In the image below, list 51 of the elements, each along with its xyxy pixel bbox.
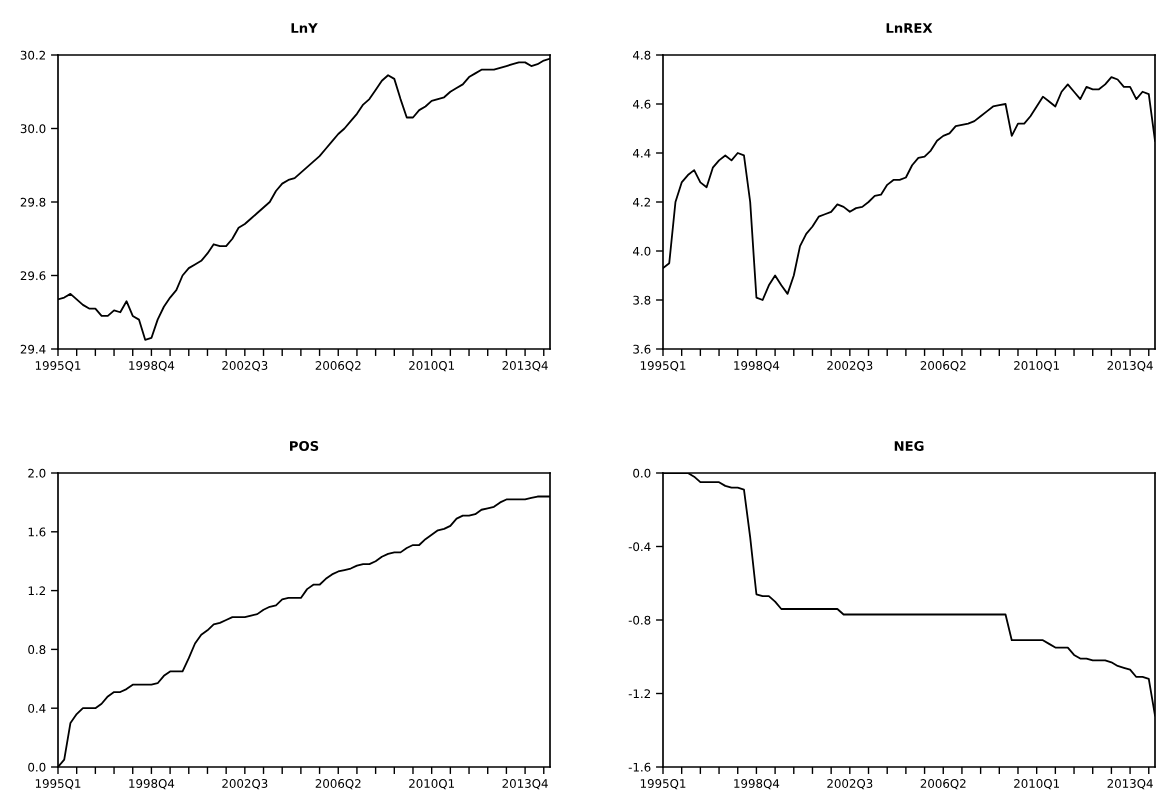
y-tick-label: 1.2 xyxy=(28,586,46,596)
x-tick-label: 2013Q4 xyxy=(1107,361,1153,372)
y-tick-label: 4.4 xyxy=(633,148,651,158)
x-tick-label: 2002Q3 xyxy=(222,779,268,790)
y-tick-label: 3.8 xyxy=(633,295,651,305)
x-tick-label: 2002Q3 xyxy=(827,361,873,372)
x-tick-label: 2010Q1 xyxy=(409,361,454,372)
x-tick-label: 2010Q1 xyxy=(1014,779,1059,790)
x-tick-label: 2002Q3 xyxy=(827,779,873,790)
y-tick-label: 4.0 xyxy=(633,246,651,256)
x-tick-label: 1995Q1 xyxy=(640,779,686,790)
x-tick-label: 1998Q4 xyxy=(734,361,780,372)
x-tick-label: 2013Q4 xyxy=(502,779,548,790)
y-tick-label: 29.8 xyxy=(20,197,46,207)
chart-title: LnY xyxy=(291,23,318,33)
x-tick-label: 1998Q4 xyxy=(734,779,780,790)
y-tick-label: 4.2 xyxy=(633,197,651,207)
y-tick-label: 2.0 xyxy=(28,468,46,478)
y-tick-label: -1.6 xyxy=(628,762,651,772)
chart-title: LnREX xyxy=(886,23,933,33)
y-tick-label: -1.2 xyxy=(628,689,651,698)
x-tick-label: 2002Q3 xyxy=(222,361,268,372)
y-tick-label: 0.4 xyxy=(28,703,46,713)
x-tick-label: 1998Q4 xyxy=(129,779,175,790)
x-tick-label: 2006Q2 xyxy=(920,779,966,790)
y-tick-label: 4.8 xyxy=(633,50,651,60)
y-tick-label: -0.4 xyxy=(628,542,651,552)
y-tick-label: 29.4 xyxy=(20,344,46,354)
y-tick-label: 30.2 xyxy=(20,50,46,60)
x-tick-label: 1995Q1 xyxy=(35,779,81,790)
y-tick-label: 29.6 xyxy=(20,271,46,281)
y-tick-label: 30.0 xyxy=(20,124,46,134)
chart-title: NEG xyxy=(894,440,924,451)
x-tick-label: 2006Q2 xyxy=(315,361,361,372)
y-tick-label: -0.8 xyxy=(628,615,651,625)
x-tick-label: 1995Q1 xyxy=(640,361,686,372)
x-tick-label: 2006Q2 xyxy=(920,361,966,372)
y-tick-label: 1.6 xyxy=(28,527,46,537)
x-tick-label: 1998Q4 xyxy=(129,361,175,372)
y-tick-label: 3.6 xyxy=(633,344,651,354)
y-tick-label: 4.6 xyxy=(633,99,651,109)
chart-title: POS xyxy=(290,440,319,451)
x-tick-label: 2010Q1 xyxy=(1014,361,1059,372)
x-tick-label: 2006Q2 xyxy=(315,779,361,790)
x-tick-label: 2013Q4 xyxy=(1107,779,1153,790)
y-tick-label: 0.0 xyxy=(28,762,46,772)
x-tick-label: 2010Q1 xyxy=(409,779,454,790)
x-tick-label: 2013Q4 xyxy=(502,361,548,372)
y-tick-label: 0.8 xyxy=(28,645,46,655)
y-tick-label: 0.0 xyxy=(633,468,651,478)
x-tick-label: 1995Q1 xyxy=(35,361,81,372)
